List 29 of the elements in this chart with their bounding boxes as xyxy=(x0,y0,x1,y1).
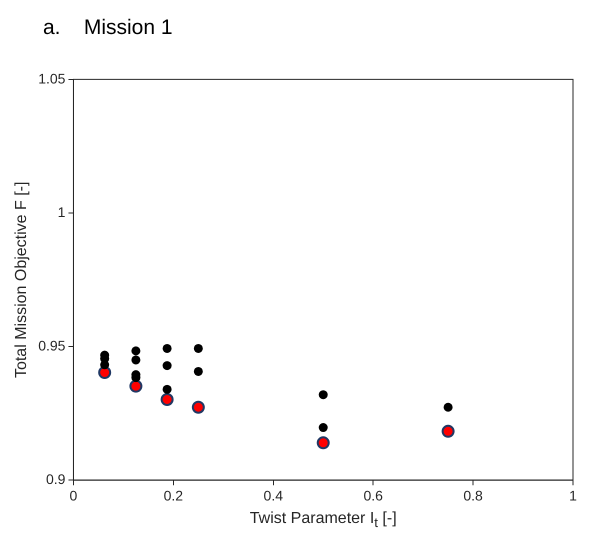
point xyxy=(442,424,455,438)
y-tick-label: 0.9 xyxy=(46,471,66,488)
point xyxy=(162,344,172,353)
y-tick-label: 1.05 xyxy=(38,70,66,86)
x-tick-label: 0.8 xyxy=(463,487,484,504)
chart-title: a. Mission 1 xyxy=(43,16,173,40)
x-tick-label: 0.4 xyxy=(264,487,284,504)
point xyxy=(318,423,328,432)
point xyxy=(318,390,328,400)
point xyxy=(160,393,174,406)
point xyxy=(131,346,140,356)
point xyxy=(98,366,112,380)
point xyxy=(162,361,172,370)
point xyxy=(129,380,142,393)
y-tick-label: 0.95 xyxy=(38,337,66,354)
point xyxy=(194,366,203,376)
point xyxy=(194,344,203,353)
x-axis-title: Twist Parameter I$_{t}$ [-] xyxy=(248,510,398,530)
x-tick-label: 0 xyxy=(70,487,78,504)
x-tick-label: 1 xyxy=(569,487,578,504)
y-axis-title: Total Mission Objective F [-] xyxy=(13,182,30,378)
point xyxy=(316,436,330,450)
x-tick-label: 0.2 xyxy=(164,487,184,504)
point xyxy=(131,355,140,364)
point xyxy=(162,384,172,394)
point xyxy=(444,402,453,412)
x-tick-label: 0.6 xyxy=(363,487,384,504)
y-tick-label: 1 xyxy=(58,204,66,220)
point xyxy=(192,400,205,414)
